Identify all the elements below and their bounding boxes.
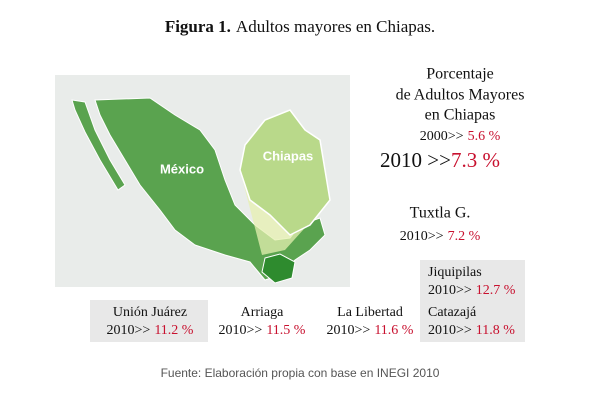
row-value: 7.3 %: [451, 148, 500, 172]
summary-row: 2000>> 5.6 %: [420, 129, 501, 144]
baja-california: [71, 99, 126, 191]
map-label: Chiapas: [263, 148, 314, 163]
row-label: 2010>>: [428, 283, 472, 298]
municipality-name: Jiquipilas: [428, 265, 482, 280]
municipality-name: Tuxtla G.: [410, 205, 471, 222]
summary-heading: en Chiapas: [425, 107, 496, 124]
row-value: 12.7 %: [476, 283, 516, 298]
municipality-name: Catazajá: [428, 305, 477, 320]
chiapas-enlarged: [239, 109, 331, 236]
map-label: México: [160, 161, 204, 176]
figure-title: Figura 1. Adultos mayores en Chiapas.: [165, 17, 435, 36]
chiapas-small: [261, 253, 296, 284]
municipality-row: 2010>> 11.6 %: [327, 323, 414, 338]
source-note: Fuente: Elaboración propia con base en I…: [161, 366, 440, 380]
row-value: 11.2 %: [154, 323, 193, 338]
municipality-name: La Libertad: [337, 305, 403, 320]
info-box: [420, 260, 525, 342]
figure-label: Figura 1.: [165, 17, 231, 36]
municipality-row: 2010>> 11.8 %: [428, 323, 515, 338]
row-label: 2010>>: [219, 323, 263, 338]
row-value: 7.2 %: [448, 229, 481, 244]
summary-heading: de Adultos Mayores: [396, 87, 525, 104]
row-label: 2010>>: [400, 229, 444, 244]
row-label: 2010>>: [428, 323, 472, 338]
municipality-name: Arriaga: [241, 305, 285, 320]
row-label: 2000>>: [420, 129, 464, 144]
summary-row: 2010 >>7.3 %: [380, 148, 500, 172]
row-value: 11.8 %: [476, 323, 515, 338]
row-label: 2010 >>: [380, 148, 451, 172]
municipality-row: 2010>> 7.2 %: [400, 229, 481, 244]
row-value: 11.6 %: [374, 323, 413, 338]
row-label: 2010>>: [327, 323, 371, 338]
row-value: 5.6 %: [468, 129, 501, 144]
row-label: 2010>>: [107, 323, 151, 338]
info-box: [90, 300, 208, 342]
title-text: Adultos mayores en Chiapas.: [236, 17, 435, 36]
summary-heading: Porcentaje: [426, 66, 494, 83]
municipality-row: 2010>> 12.7 %: [428, 283, 516, 298]
municipality-row: 2010>> 11.2 %: [107, 323, 194, 338]
row-value: 11.5 %: [266, 323, 305, 338]
municipality-row: 2010>> 11.5 %: [219, 323, 306, 338]
municipality-name: Unión Juárez: [113, 305, 187, 320]
